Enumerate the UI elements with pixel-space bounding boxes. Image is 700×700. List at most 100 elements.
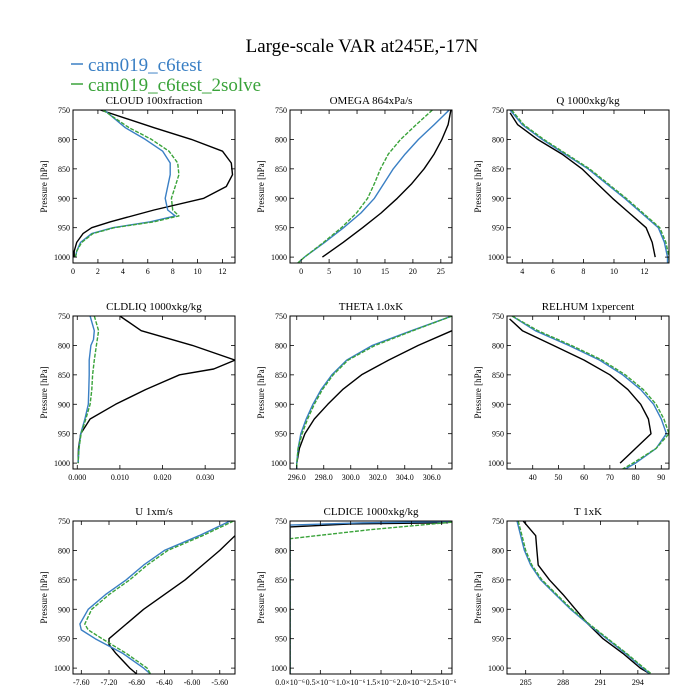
x-tick-label: 6 <box>551 267 555 276</box>
y-tick-label: 750 <box>275 106 287 115</box>
y-tick-label: 950 <box>492 224 504 233</box>
y-tick-label: 900 <box>58 605 70 614</box>
y-tick-label: 800 <box>275 341 287 350</box>
x-tick-label: 0.030 <box>196 473 214 482</box>
y-axis-label: Pressure [hPa] <box>256 366 266 418</box>
series-line-cam019-c6test-2solve <box>297 110 433 263</box>
series-line-cam019-c6test-2solve <box>511 316 669 469</box>
y-axis-label: Pressure [hPa] <box>39 571 49 623</box>
x-tick-label: 294 <box>632 678 644 687</box>
series-line-cam019-c6test-2solve <box>290 521 452 674</box>
series-line-cam019-c6test <box>79 521 231 674</box>
y-tick-label: 950 <box>58 430 70 439</box>
y-tick-label: 800 <box>492 546 504 555</box>
x-tick-label: 0.0×10⁻⁶ <box>275 678 305 687</box>
x-tick-label: 285 <box>520 678 532 687</box>
panel-title: Q 1000xkg/kg <box>556 95 620 107</box>
series-line-cam019-c6test <box>509 110 669 263</box>
plot-frame <box>72 109 236 264</box>
x-tick-label: 304.0 <box>396 473 414 482</box>
y-tick-label: 750 <box>492 312 504 321</box>
y-tick-label: 850 <box>58 371 70 380</box>
y-tick-label: 900 <box>492 605 504 614</box>
y-tick-label: 900 <box>275 605 287 614</box>
x-tick-label: -6.80 <box>128 678 145 687</box>
y-tick-label: 900 <box>275 194 287 203</box>
x-tick-label: 2.5×10⁻⁶ <box>427 678 457 687</box>
x-tick-label: 0.020 <box>154 473 172 482</box>
y-tick-label: 850 <box>492 165 504 174</box>
x-tick-label: 90 <box>657 473 665 482</box>
panel-1: OMEGA 864xPa/s 750 800 850 900 950 1000 0 5 10 15 2… <box>256 95 453 276</box>
series-line-cam019-c6test-2solve <box>296 316 452 469</box>
plot-frame <box>506 315 670 470</box>
series-line-reference <box>522 521 651 674</box>
series-line-reference <box>73 110 234 258</box>
x-tick-label: 40 <box>529 473 537 482</box>
series-line-cam019-c6test <box>511 316 668 469</box>
series-line-cam019-c6test <box>290 521 452 674</box>
series-line-cam019-c6test-2solve <box>511 110 669 263</box>
y-tick-label: 900 <box>275 400 287 409</box>
x-tick-label: 10 <box>610 267 618 276</box>
y-tick-label: 800 <box>275 135 287 144</box>
y-tick-label: 1000 <box>54 459 70 468</box>
y-tick-label: 950 <box>275 635 287 644</box>
y-tick-label: 850 <box>58 576 70 585</box>
y-tick-label: 800 <box>58 341 70 350</box>
x-tick-label: 1.5×10⁻⁶ <box>366 678 396 687</box>
plot-frame <box>289 315 453 470</box>
series-line-cam019-c6test-2solve <box>517 521 653 674</box>
y-tick-label: 900 <box>58 400 70 409</box>
panel-title: CLDICE 1000xkg/kg <box>323 506 419 518</box>
y-tick-label: 850 <box>492 371 504 380</box>
x-tick-label: 2 <box>96 267 100 276</box>
y-tick-label: 850 <box>275 165 287 174</box>
y-tick-label: 950 <box>275 430 287 439</box>
y-tick-label: 850 <box>275 371 287 380</box>
y-tick-label: 950 <box>492 635 504 644</box>
x-tick-label: 70 <box>606 473 614 482</box>
y-tick-label: 850 <box>275 576 287 585</box>
y-tick-label: 800 <box>492 135 504 144</box>
y-tick-label: 900 <box>492 400 504 409</box>
y-tick-label: 800 <box>58 135 70 144</box>
series-line-cam019-c6test <box>74 110 176 258</box>
x-tick-label: 60 <box>580 473 588 482</box>
plot-frame <box>289 109 453 264</box>
y-tick-label: 800 <box>275 546 287 555</box>
series-line-reference <box>509 112 656 258</box>
y-tick-label: 750 <box>58 106 70 115</box>
y-axis-label: Pressure [hPa] <box>473 366 483 418</box>
x-tick-label: 4 <box>520 267 524 276</box>
series-line-reference <box>296 330 452 469</box>
y-axis-label: Pressure [hPa] <box>256 160 266 212</box>
y-tick-label: 950 <box>58 635 70 644</box>
plot-frame <box>72 315 236 470</box>
y-tick-label: 1000 <box>488 664 504 673</box>
panel-title: CLDLIQ 1000xkg/kg <box>106 301 202 313</box>
y-tick-label: 750 <box>492 106 504 115</box>
panel-2: Q 1000xkg/kg 750 800 850 900 950 1000 4 6 8 10 12 Pr… <box>473 95 670 276</box>
legend: cam019_c6test cam019_c6test_2solve <box>71 55 261 96</box>
panel-title: THETA 1.0xK <box>339 301 404 313</box>
y-tick-label: 800 <box>492 341 504 350</box>
x-tick-label: 296.0 <box>288 473 306 482</box>
y-tick-label: 900 <box>58 194 70 203</box>
y-tick-label: 750 <box>58 517 70 526</box>
plot-frame <box>506 520 670 675</box>
x-tick-label: 0.010 <box>111 473 129 482</box>
y-tick-label: 850 <box>58 165 70 174</box>
x-tick-label: 5 <box>327 267 331 276</box>
x-tick-label: 291 <box>594 678 606 687</box>
series-line-cam019-c6test-2solve <box>84 521 234 674</box>
x-tick-label: 1.0×10⁻⁶ <box>336 678 366 687</box>
y-axis-label: Pressure [hPa] <box>473 160 483 212</box>
x-tick-label: 50 <box>554 473 562 482</box>
panel-title: RELHUM 1xpercent <box>542 301 635 313</box>
legend-label-c6test-2solve: cam019_c6test_2solve <box>88 75 261 96</box>
x-tick-label: 0.000 <box>68 473 86 482</box>
